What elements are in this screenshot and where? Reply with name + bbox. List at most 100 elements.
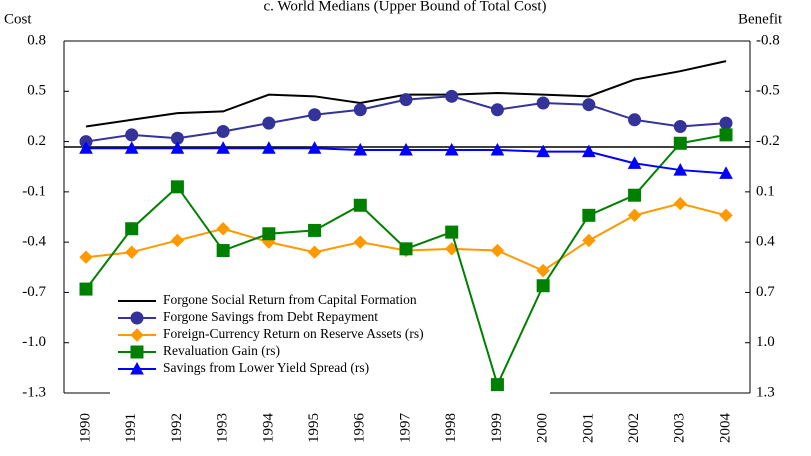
series-marker (719, 116, 733, 130)
series-marker (719, 208, 733, 223)
y-tick-label: -0.1 (22, 183, 46, 199)
series-marker (216, 222, 230, 236)
x-tick-label: 1990 (77, 413, 93, 443)
x-tick-label: 2000 (535, 413, 551, 443)
y2-tick-label: -0.5 (756, 83, 780, 99)
legend-box (110, 290, 550, 394)
series-marker (673, 196, 687, 211)
x-tick-label: 2001 (580, 413, 596, 443)
y2-tick-label: 1.0 (756, 334, 775, 350)
y2-axis-label: Benefit (738, 11, 783, 27)
y-axis-label: Cost (4, 11, 32, 27)
series-marker (125, 128, 139, 142)
series-marker (582, 208, 596, 222)
series-marker (536, 263, 550, 278)
series-marker (536, 279, 550, 293)
series-marker (627, 156, 642, 169)
series-marker (170, 180, 184, 194)
series-marker (308, 108, 322, 122)
y-tick-label: -0.4 (22, 234, 46, 250)
series-marker (125, 222, 139, 236)
x-tick-label: 1992 (169, 413, 185, 443)
legend-marker (130, 311, 144, 325)
series-marker (627, 208, 642, 223)
series-marker (170, 141, 185, 154)
series-marker (262, 227, 276, 241)
series-marker (124, 141, 139, 154)
x-tick-label: 1997 (397, 413, 413, 444)
x-tick-label: 2004 (717, 413, 733, 444)
legend-label: Forgone Social Return from Capital Forma… (163, 292, 417, 307)
series-marker (125, 245, 139, 259)
series-marker (170, 233, 185, 248)
y2-tick-label: 0.1 (756, 183, 775, 199)
series-marker (536, 96, 550, 110)
series-marker (445, 89, 459, 103)
y2-tick-label: -0.8 (756, 32, 780, 48)
series-marker (307, 245, 322, 259)
series-marker (536, 144, 550, 158)
series-marker (582, 144, 596, 158)
legend-label: Revaluation Gain (rs) (163, 343, 280, 358)
series-marker (262, 141, 276, 154)
series-marker (490, 103, 504, 117)
x-tick-label: 1993 (215, 413, 231, 443)
series-marker (307, 141, 322, 154)
series-marker (490, 378, 504, 392)
legend-label: Foreign-Currency Return on Reserve Asset… (163, 326, 424, 341)
chart-title: c. World Medians (Upper Bound of Total C… (264, 0, 547, 14)
series-marker (216, 141, 230, 154)
y-tick-label: -1.3 (22, 384, 46, 400)
legend-marker (130, 361, 144, 375)
y2-tick-label: 0.4 (756, 234, 775, 250)
series-marker (719, 166, 733, 179)
series-marker (262, 116, 276, 130)
series-marker (444, 142, 459, 156)
x-tick-label: 1994 (260, 413, 276, 444)
legend-label: Savings from Lower Yield Spread (rs) (163, 360, 369, 375)
series-marker (490, 243, 505, 258)
series-marker (353, 198, 367, 212)
y2-tick-label: -0.2 (756, 133, 780, 149)
series-marker (399, 142, 413, 156)
series-marker (353, 235, 367, 249)
series-marker (308, 223, 322, 237)
series-marker (399, 242, 413, 256)
y-tick-label: 0.8 (27, 32, 46, 48)
x-tick-label: 1995 (306, 413, 322, 443)
x-tick-label: 1998 (443, 413, 459, 443)
y-tick-label: -0.7 (22, 284, 46, 300)
series-marker (582, 233, 596, 248)
series-marker (79, 282, 93, 296)
x-tick-label: 1999 (489, 413, 505, 443)
legend-marker (130, 345, 144, 359)
legend-label: Forgone Savings from Debt Repayment (163, 309, 378, 324)
series-marker (628, 188, 642, 202)
series-marker (490, 142, 505, 156)
series-marker (445, 225, 459, 239)
series-marker (673, 163, 688, 176)
y2-tick-label: 1.3 (756, 384, 775, 400)
x-tick-label: 2003 (672, 413, 688, 443)
x-tick-label: 1996 (352, 413, 368, 444)
series-marker (673, 119, 687, 133)
series-marker (79, 141, 93, 154)
legend-marker (130, 328, 144, 342)
series-marker (719, 128, 733, 142)
x-tick-label: 1991 (123, 413, 139, 443)
series-marker (353, 142, 368, 156)
series-marker (399, 93, 413, 107)
series-marker (673, 136, 687, 150)
series-marker (216, 125, 230, 139)
y-tick-label: 0.5 (27, 83, 46, 99)
x-tick-label: 2002 (626, 413, 642, 443)
series-marker (353, 103, 367, 117)
y2-tick-label: 0.7 (756, 284, 775, 300)
series-marker (79, 250, 93, 264)
y-tick-label: -1.0 (22, 334, 46, 350)
series-marker (628, 113, 642, 127)
series-marker (216, 244, 230, 258)
y-tick-label: 0.2 (27, 133, 46, 149)
series-marker (582, 98, 596, 112)
